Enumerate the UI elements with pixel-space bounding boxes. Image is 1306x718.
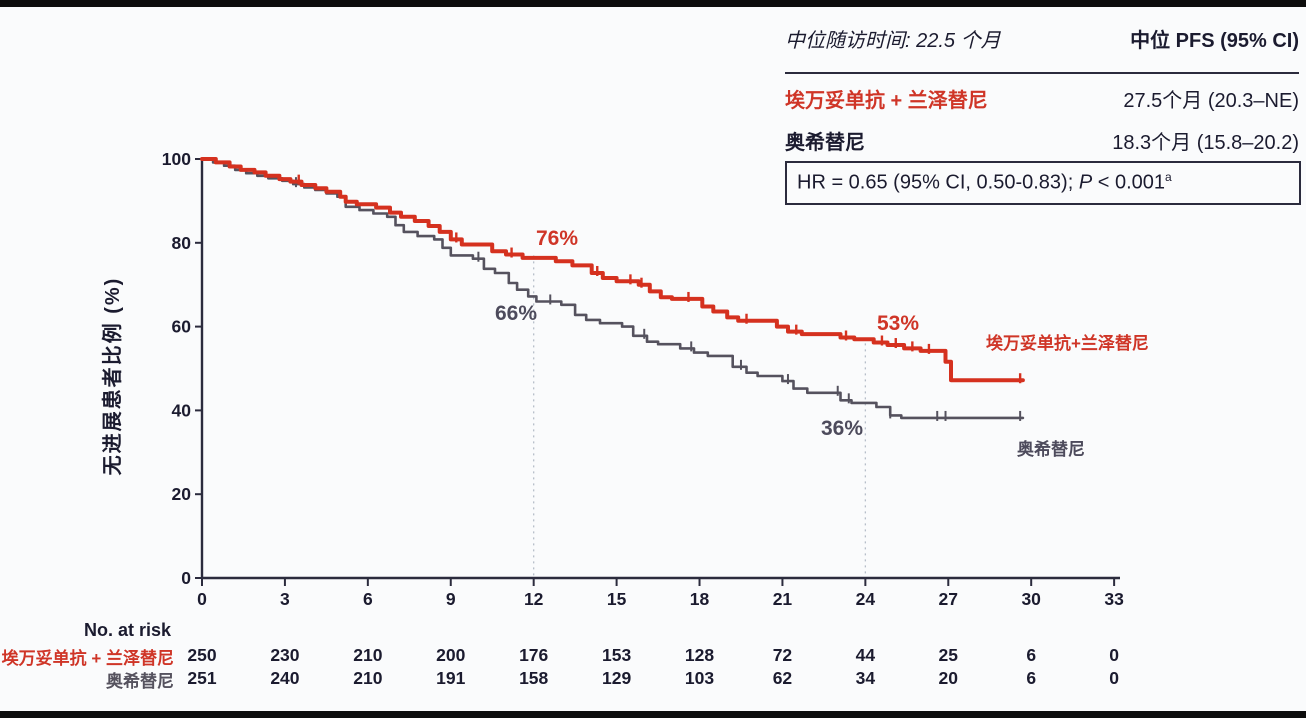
at-risk-value: 0 [1109, 645, 1119, 665]
at-risk-value: 6 [1026, 668, 1036, 688]
median-followup-label: 中位随访时间: 22.5 个月 [785, 30, 1001, 52]
median-pfs-amivantamab: 27.5个月 (20.3–NE) [1123, 90, 1299, 112]
curve-label-osimertinib: 奥希替尼 [1017, 440, 1085, 459]
y-tick-label: 100 [162, 149, 191, 169]
at-risk-value: 251 [187, 668, 216, 688]
at-risk-value: 0 [1109, 668, 1119, 688]
at-risk-value: 210 [353, 668, 382, 688]
annotation-24mo-osimertinib: 36% [821, 417, 864, 440]
curve-label-amivantamab: 埃万妥单抗+兰泽替尼 [986, 334, 1149, 353]
y-tick-label: 60 [172, 317, 192, 337]
x-tick-label: 15 [607, 589, 627, 609]
hr-text: HR = 0.65 (95% CI, 0.50-0.83); [797, 171, 1079, 194]
at-risk-title: No. at risk [84, 620, 172, 640]
y-tick-label: 40 [172, 400, 192, 420]
at-risk-value: 210 [353, 645, 382, 665]
y-tick-label: 80 [172, 233, 192, 253]
at-risk-value: 129 [602, 668, 631, 688]
at-risk-value: 158 [519, 668, 548, 688]
median-pfs-header: 中位 PFS (95% CI) [1130, 30, 1299, 52]
annotation-24mo-amivantamab: 53% [877, 312, 920, 335]
annotation-12mo-osimertinib: 66% [495, 302, 538, 325]
at-risk-value: 200 [436, 645, 465, 665]
hr-pvalue: < 0.001 [1092, 171, 1165, 194]
x-tick-label: 27 [939, 589, 958, 609]
at-risk-value: 128 [685, 645, 714, 665]
x-tick-label: 3 [280, 589, 290, 609]
top-black-bar [0, 0, 1306, 7]
annotation-12mo-amivantamab: 76% [536, 227, 579, 250]
x-tick-label: 12 [524, 589, 544, 609]
treatment-row-amivantamab: 埃万妥单抗 + 兰泽替尼 27.5个月 (20.3–NE) [785, 84, 1299, 113]
x-tick-label: 30 [1021, 589, 1041, 609]
hazard-ratio-box: HR = 0.65 (95% CI, 0.50-0.83); P < 0.001… [785, 161, 1301, 205]
x-tick-label: 18 [690, 589, 710, 609]
x-tick-label: 6 [363, 589, 373, 609]
at-risk-value: 240 [270, 668, 299, 688]
at-risk-label-osimertinib: 奥希替尼 [106, 672, 174, 691]
at-risk-value: 34 [856, 668, 876, 688]
stats-divider [785, 72, 1299, 74]
at-risk-label-amivantamab: 埃万妥单抗 + 兰泽替尼 [1, 649, 174, 668]
at-risk-value: 230 [270, 645, 299, 665]
at-risk-value: 6 [1026, 645, 1036, 665]
at-risk-value: 25 [939, 645, 959, 665]
at-risk-value: 176 [519, 645, 548, 665]
x-tick-label: 21 [773, 589, 793, 609]
bottom-black-bar [0, 711, 1306, 718]
at-risk-value: 72 [773, 645, 793, 665]
treatment-row-osimertinib: 奥希替尼 18.3个月 (15.8–20.2) [785, 126, 1299, 155]
at-risk-value: 62 [773, 668, 793, 688]
km-curve-1 [200, 157, 1025, 383]
treatment-name-amivantamab: 埃万妥单抗 + 兰泽替尼 [785, 90, 988, 112]
x-tick-label: 9 [446, 589, 456, 609]
x-tick-label: 0 [197, 589, 207, 609]
hr-p-symbol: P [1078, 171, 1093, 194]
x-tick-label: 24 [856, 589, 876, 609]
y-tick-label: 20 [172, 484, 192, 504]
y-tick-label: 0 [181, 568, 191, 588]
x-tick-label: 33 [1104, 589, 1124, 609]
at-risk-value: 44 [856, 645, 876, 665]
at-risk-value: 191 [436, 668, 465, 688]
at-risk-value: 153 [602, 645, 631, 665]
at-risk-value: 20 [939, 668, 959, 688]
at-risk-value: 250 [187, 645, 216, 665]
at-risk-value: 103 [685, 668, 714, 688]
km-curve-0 [200, 157, 1025, 420]
treatment-name-osimertinib: 奥希替尼 [785, 132, 865, 154]
median-pfs-osimertinib: 18.3个月 (15.8–20.2) [1112, 132, 1299, 154]
hr-footnote-marker: a [1165, 170, 1172, 184]
